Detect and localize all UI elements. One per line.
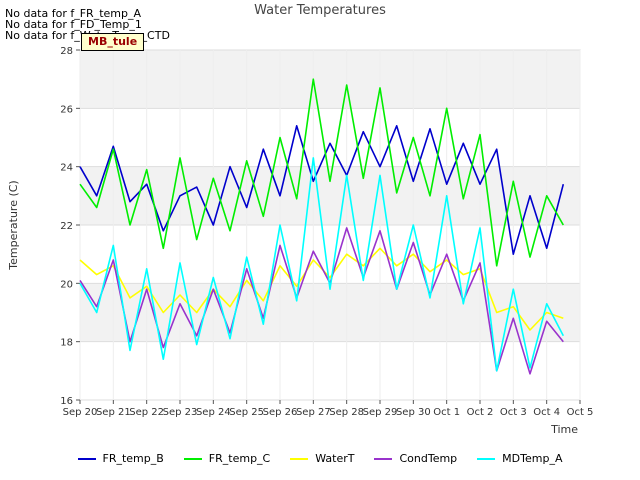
y-tick-label: 24 <box>60 163 73 174</box>
y-tick-label: 22 <box>60 221 73 232</box>
grid-lines <box>79 49 581 401</box>
series-lines <box>79 78 565 375</box>
legend-label: MDTemp_A <box>502 452 563 465</box>
series-line-mdtemp-a <box>79 157 565 372</box>
legend-item: FR_temp_C <box>183 452 271 465</box>
x-tick-label: Sep 29 <box>363 407 398 418</box>
no-data-note-1: No data for f_FR_temp_A <box>5 7 141 20</box>
x-tick-label: Sep 23 <box>163 407 198 418</box>
legend-item: CondTemp <box>374 452 457 465</box>
series-line-condtemp <box>79 227 564 375</box>
x-tick-label: Sep 26 <box>263 407 298 418</box>
x-tick-label: Sep 22 <box>129 407 164 418</box>
chart-title: Water Temperatures <box>254 3 386 18</box>
x-axis-label: Time <box>550 423 578 436</box>
legend-label: FR_temp_B <box>102 452 164 465</box>
x-tick-label: Oct 5 <box>567 407 594 418</box>
legend-item: WaterT <box>290 452 354 465</box>
x-tick-label: Sep 30 <box>396 407 431 418</box>
y-axis-ticks: 16 18 20 22 24 26 28 <box>60 46 80 407</box>
legend-item: FR_temp_B <box>77 452 164 465</box>
x-tick-label: Oct 2 <box>467 407 494 418</box>
x-tick-label: Sep 28 <box>329 407 364 418</box>
series-line-fr-temp-b <box>79 125 565 255</box>
site-badge: MB_tule <box>81 33 145 51</box>
legend-label: FR_temp_C <box>208 452 271 465</box>
x-tick-label: Sep 21 <box>96 407 131 418</box>
y-tick-label: 26 <box>60 104 73 115</box>
y-tick-label: 20 <box>60 279 73 290</box>
y-tick-label: 28 <box>60 46 73 57</box>
x-tick-label: Sep 27 <box>296 407 331 418</box>
legend-item: MDTemp_A <box>477 452 562 465</box>
legend-swatch <box>77 457 96 460</box>
series-line-fr-temp-c <box>79 78 564 267</box>
legend: FR_temp_B FR_temp_C WaterT CondTemp MDTemp_A <box>0 452 640 465</box>
x-tick-label: Sep 25 <box>229 407 264 418</box>
y-axis-label: Temperature (C) <box>7 180 20 270</box>
plot-bands <box>80 50 580 342</box>
x-tick-label: Oct 3 <box>500 407 527 418</box>
y-tick-label: 18 <box>60 338 73 349</box>
legend-swatch <box>374 457 393 460</box>
no-data-note-2: No data for f_FD_Temp_1 <box>5 18 142 31</box>
legend-swatch <box>477 457 496 460</box>
x-tick-label: Sep 24 <box>196 407 231 418</box>
x-tick-label: Oct 1 <box>433 407 460 418</box>
plot-band <box>80 50 580 109</box>
legend-label: CondTemp <box>399 452 458 465</box>
x-tick-label: Oct 4 <box>533 407 560 418</box>
x-tick-label: Sep 20 <box>63 407 98 418</box>
plot-band <box>80 166 580 225</box>
legend-label: WaterT <box>315 452 355 465</box>
y-tick-label: 16 <box>60 396 73 407</box>
legend-swatch <box>183 457 202 460</box>
legend-swatch <box>290 457 309 460</box>
